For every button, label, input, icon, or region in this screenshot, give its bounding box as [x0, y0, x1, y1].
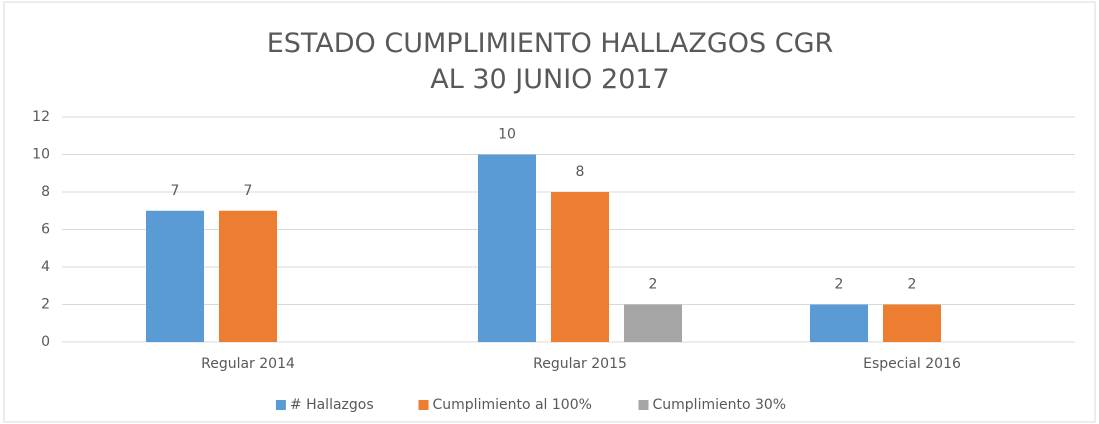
bar [551, 192, 609, 342]
data-label: 2 [835, 277, 844, 293]
bar [219, 210, 277, 342]
bar [624, 304, 682, 342]
legend-swatch [418, 400, 429, 410]
data-label: 10 [498, 127, 516, 143]
data-label: 7 [244, 183, 253, 199]
legend-label: # Hallazgos [290, 397, 374, 413]
data-label: 2 [649, 277, 658, 293]
y-tick-label: 2 [41, 297, 50, 313]
bar [146, 210, 204, 342]
y-tick-label: 6 [41, 222, 50, 238]
legend-swatch [275, 400, 286, 410]
y-tick-label: 8 [41, 184, 50, 200]
bar [810, 304, 868, 342]
x-tick-label: Regular 2014 [201, 356, 295, 372]
data-label: 7 [171, 183, 180, 199]
bar [883, 304, 941, 342]
y-tick-label: 12 [32, 109, 50, 125]
y-tick-label: 4 [41, 259, 50, 275]
legend-swatch [638, 400, 649, 410]
legend-label: Cumplimiento 30% [653, 397, 787, 413]
chart-title: ESTADO CUMPLIMIENTO HALLAZGOS CGR AL 30 … [266, 28, 834, 95]
legend-label: Cumplimiento al 100% [433, 397, 592, 413]
x-tick-label: Regular 2015 [533, 356, 627, 372]
data-label: 8 [576, 164, 585, 180]
y-tick-label: 0 [41, 334, 50, 350]
y-tick-label: 10 [32, 147, 50, 163]
data-label: 2 [908, 277, 917, 293]
x-tick-label: Especial 2016 [863, 356, 961, 372]
bar [478, 154, 536, 342]
